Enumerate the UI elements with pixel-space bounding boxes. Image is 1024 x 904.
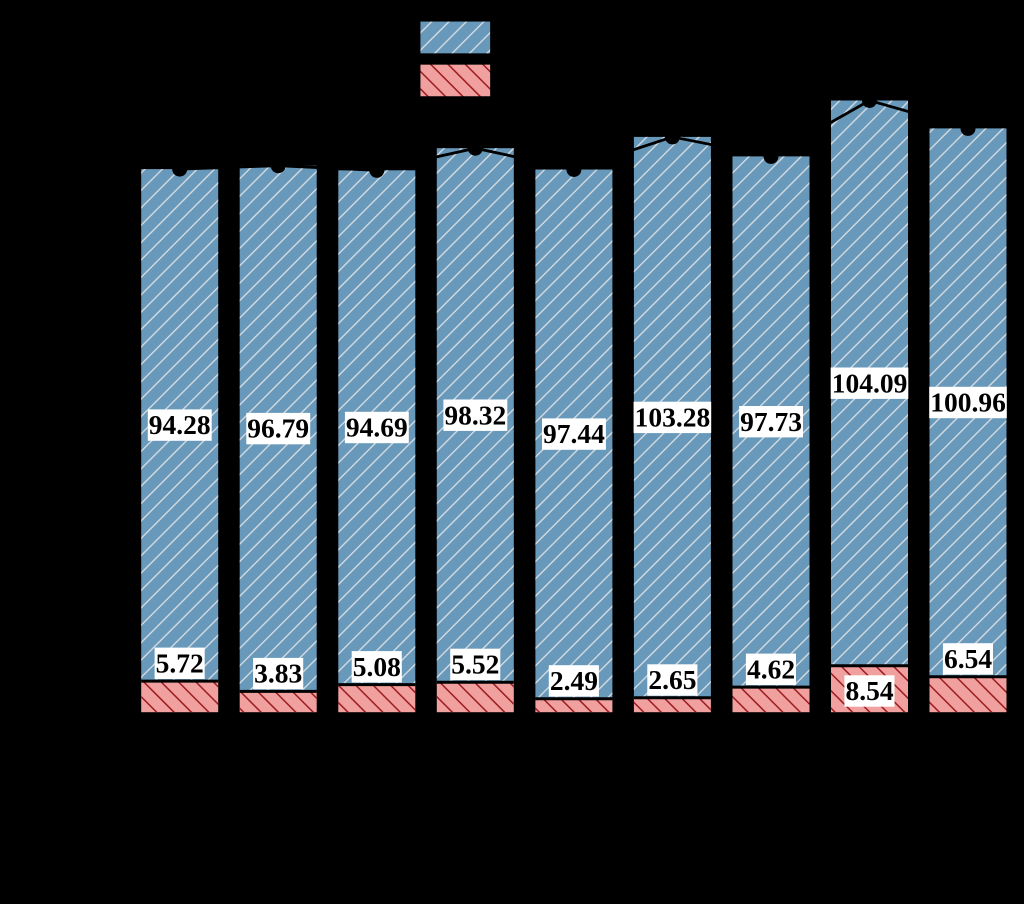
svg-text:94.69: 94.69 <box>346 412 408 443</box>
svg-text:97.44: 97.44 <box>543 418 605 449</box>
svg-text:103.28: 103.28 <box>635 402 711 433</box>
svg-text:5.08: 5.08 <box>353 651 401 682</box>
svg-text:2.65: 2.65 <box>648 664 696 695</box>
svg-text:97.73: 97.73 <box>740 406 802 437</box>
svg-text:3.83: 3.83 <box>254 658 302 689</box>
svg-text:5.72: 5.72 <box>156 647 204 678</box>
svg-text:5.52: 5.52 <box>451 649 499 680</box>
svg-text:2.49: 2.49 <box>550 665 598 696</box>
svg-text:8.54: 8.54 <box>845 675 893 706</box>
svg-text:6.54: 6.54 <box>944 643 992 674</box>
svg-text:4.62: 4.62 <box>747 653 795 684</box>
svg-text:104.09: 104.09 <box>832 367 908 398</box>
svg-text:98.32: 98.32 <box>444 399 506 430</box>
svg-text:100.96: 100.96 <box>930 387 1006 418</box>
svg-text:96.79: 96.79 <box>247 413 309 444</box>
svg-text:94.28: 94.28 <box>149 409 211 440</box>
